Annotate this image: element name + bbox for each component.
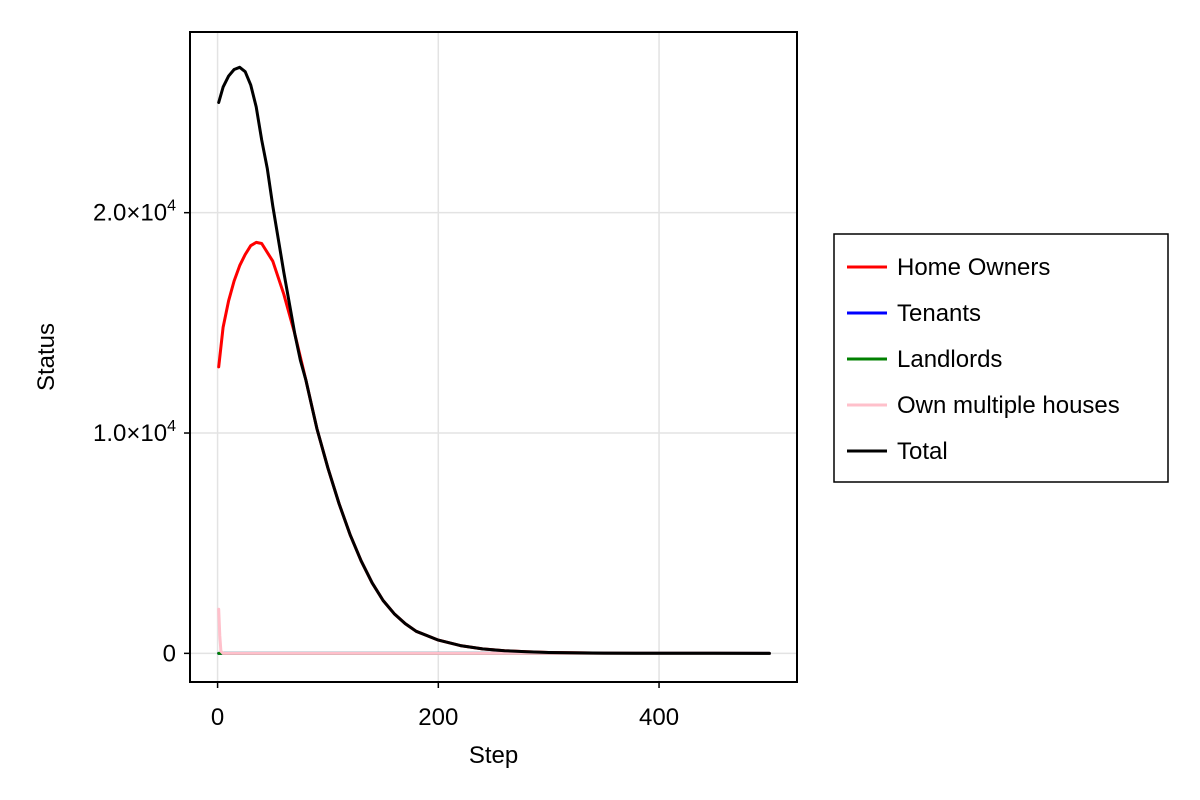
x-tick-label: 400 (639, 704, 679, 731)
legend-box (833, 233, 1169, 483)
y-tick-label: 2.0×104 (93, 198, 176, 227)
x-ticks: 0 200 400 (211, 682, 679, 731)
legend-label-own-multiple-houses: Own multiple houses (897, 392, 1120, 419)
x-axis-label: Step (469, 742, 518, 769)
legend-label-home-owners: Home Owners (897, 254, 1050, 281)
legend-label-total: Total (897, 438, 948, 465)
legend: Home Owners Tenants Landlords Own multiple … (833, 233, 1169, 483)
series-line-total (217, 65, 771, 655)
y-ticks: 0 1.0×104 2.0×104 (93, 198, 190, 667)
x-tick-label: 200 (418, 704, 458, 731)
legend-label-tenants: Tenants (897, 300, 981, 327)
legend-items: Home Owners Tenants Landlords Own multiple … (847, 254, 1120, 465)
series-lines (217, 65, 771, 655)
y-tick-label: 1.0×104 (93, 418, 176, 447)
legend-label-landlords: Landlords (897, 346, 1002, 373)
y-tick-label: 0 (163, 640, 176, 667)
x-tick-label: 0 (211, 704, 224, 731)
y-axis-label: Status (33, 323, 60, 391)
plot-frame (189, 31, 798, 683)
